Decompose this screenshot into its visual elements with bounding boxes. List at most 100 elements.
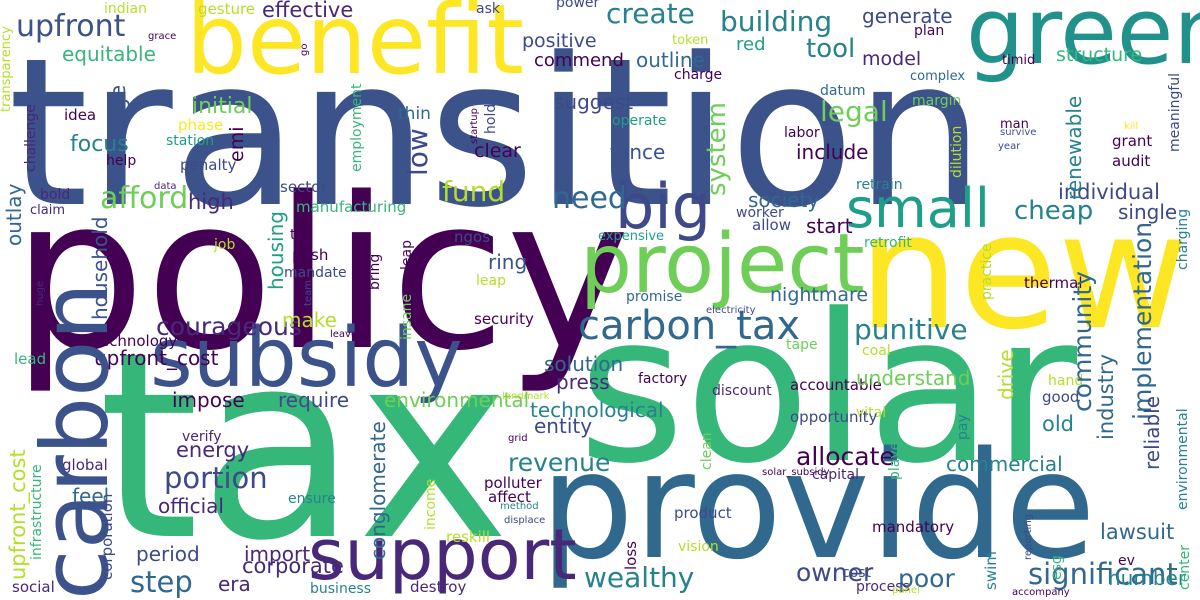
word-leave: make (282, 308, 337, 332)
word-press: coal (862, 343, 891, 359)
word-tool: tool (806, 34, 856, 64)
word-go: go (299, 43, 310, 56)
word-housing: housing (264, 211, 288, 290)
word-landmark: impose (172, 388, 245, 412)
word-solar: solar (578, 271, 1078, 509)
word-mandate: mandate (284, 265, 347, 281)
word-solar_subsidy: revenue (508, 448, 611, 477)
word-polluter: conglomerate (366, 421, 390, 560)
word-effective: effective (262, 0, 354, 22)
word-retrofit: retrofit (864, 235, 912, 251)
word-renewable: renewable (1062, 95, 1086, 200)
word-allocate: verify (182, 429, 222, 445)
word-kill: kill (1124, 121, 1139, 132)
word-infrastructure: esg (1049, 555, 1065, 580)
word-policy: policy (12, 152, 631, 397)
word-penalty: penalty (180, 156, 237, 174)
word-require: good (1042, 388, 1080, 406)
word-make: courageous (156, 312, 302, 341)
word-include: include (796, 140, 869, 164)
word-emi: emi (226, 126, 248, 162)
word-startup: startup (469, 108, 480, 144)
word-gesture: gesture (198, 0, 256, 18)
word-employment: employment (349, 83, 365, 173)
word-positive: positive (522, 30, 597, 52)
word-allow: allow (752, 216, 791, 234)
word-model: model (862, 48, 922, 70)
word-sector: sector (280, 178, 327, 196)
word-subsidy: subsidy (150, 311, 463, 406)
word-corporation: center (1177, 544, 1193, 590)
word-leap: leap (399, 240, 415, 270)
word-bring: bring (367, 253, 383, 290)
word-structure: structure (1056, 44, 1143, 66)
word-verify: opportunity (790, 408, 878, 426)
word-opportunity: clean (699, 432, 715, 470)
word-team: team (303, 280, 314, 306)
word-conglomerate: solar_subsidy (762, 467, 830, 478)
word-high: high (188, 190, 234, 214)
word-outline: outline (636, 48, 705, 72)
word-phase: phase (178, 116, 224, 134)
word-technology: industry (1094, 353, 1118, 440)
word-insane: leave (330, 329, 358, 340)
word-destroy: process (856, 579, 910, 595)
word-electricity: promise (626, 289, 683, 305)
word-household: household (88, 216, 112, 320)
word-support: support (308, 514, 577, 596)
word-tie: tie (290, 227, 308, 243)
word-focus: focus (70, 132, 129, 157)
word-ask: ask (476, 1, 500, 17)
word-social: cost (842, 565, 872, 581)
word-business: panel (892, 585, 920, 596)
word-coal: lead (14, 350, 47, 368)
word-thermal: leap (476, 273, 506, 289)
word-impose: hand (1048, 373, 1084, 389)
word-operate: operate (612, 113, 667, 129)
word-push: push (292, 246, 329, 264)
word-need: need (552, 181, 627, 216)
word-grant: grant (1112, 132, 1153, 150)
word-displace: corporation (98, 493, 116, 580)
word-station: station (166, 133, 215, 149)
word-project: project (580, 217, 865, 312)
word-panel: vision (678, 539, 719, 555)
word-industry: community (1068, 271, 1097, 412)
word-import: mandatory (872, 518, 955, 536)
word-implementation: punitive (854, 313, 968, 346)
word-bold: bold (40, 187, 71, 203)
word-audit: audit (1112, 152, 1151, 170)
word-owner: import (244, 542, 311, 566)
word-accompany: social (12, 578, 55, 596)
word-official: capital (812, 467, 860, 483)
word-nightmare: electricity (706, 305, 756, 316)
word-clean: environmental (384, 388, 530, 412)
word-challenge: challenge (23, 104, 39, 172)
word-courageous: nightmare (770, 284, 869, 306)
word-process: era (218, 572, 251, 596)
word-commercial: energy (176, 438, 250, 462)
word-man: man (1000, 117, 1029, 132)
word-indian: indian (104, 1, 147, 17)
word-wealthy: period (136, 542, 200, 566)
word-practice: practice (979, 243, 995, 300)
word-ring: ring (488, 250, 528, 274)
word-legal: legal (820, 95, 888, 128)
word-plan: plan (914, 23, 945, 39)
word-charge: charge (674, 67, 723, 83)
word-cheap: cheap (1014, 196, 1094, 226)
word-society: society (748, 188, 820, 212)
word-afford: afford (100, 181, 189, 216)
word-punitive: security (474, 310, 534, 328)
word-token: token (672, 33, 709, 48)
word-datum: datum (820, 83, 866, 99)
word-lead: technology (94, 332, 178, 350)
word-feel: portion (164, 461, 268, 495)
word-retrain: retrain (856, 177, 903, 193)
word-era: ev (1118, 553, 1135, 569)
word-tape: upfront_cost (94, 346, 219, 370)
word-solution: tape (786, 337, 818, 353)
word-charging: charging (1175, 208, 1191, 270)
word-grace: grace (148, 31, 177, 42)
word-traditional: destroy (410, 578, 467, 596)
